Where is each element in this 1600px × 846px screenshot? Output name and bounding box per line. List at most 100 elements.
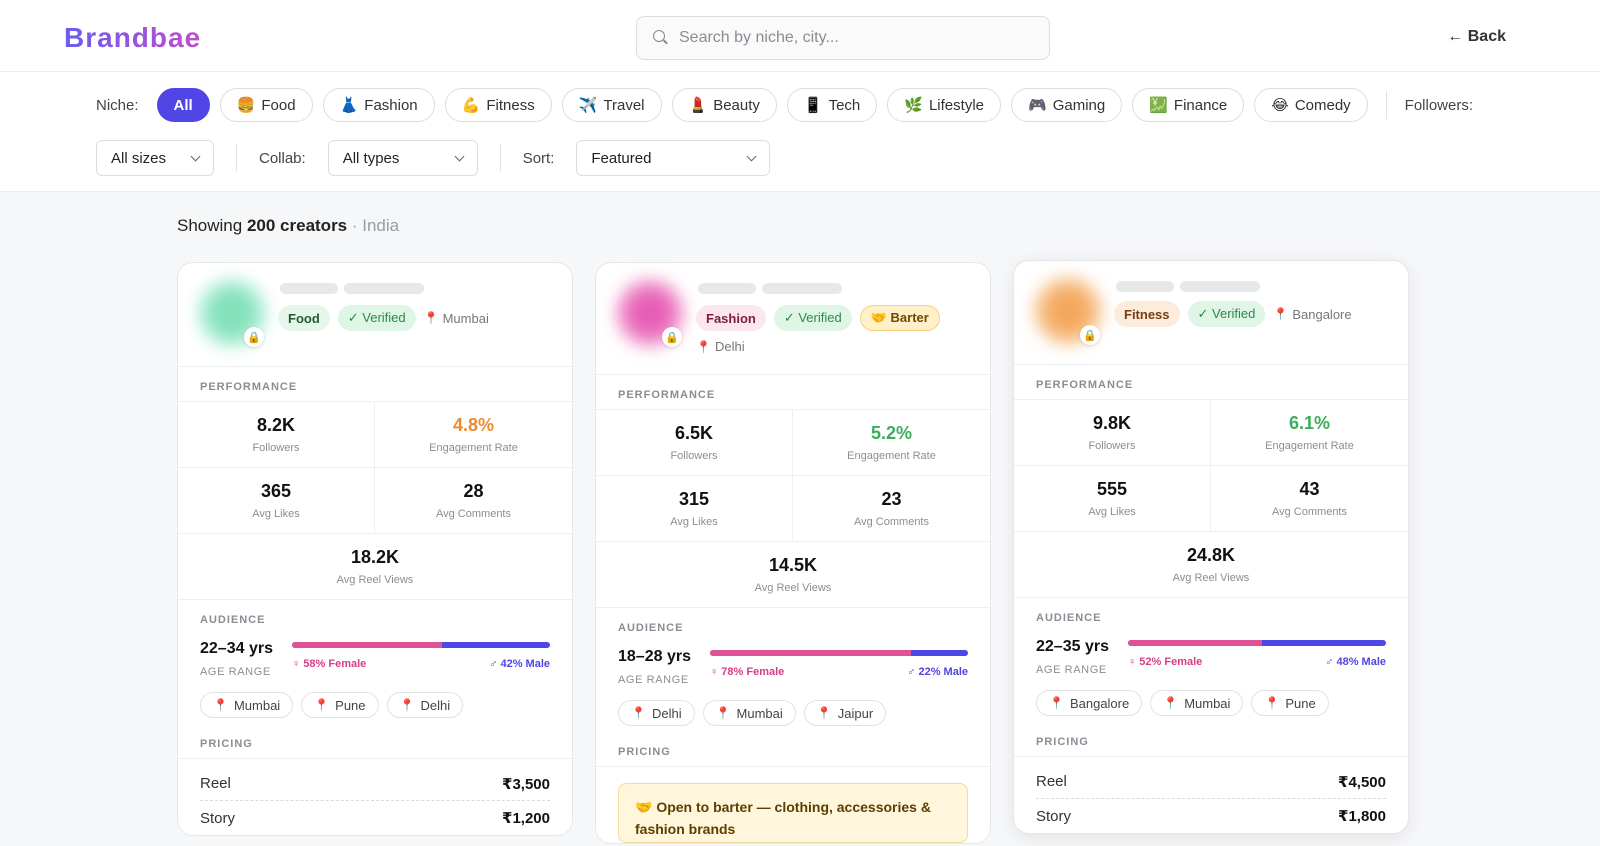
pricing-heading: PRICING [596,724,990,767]
card-tags: Food ✓ Verified 📍 Mumbai [278,305,568,331]
followers-stat: 9.8K Followers [1014,400,1211,466]
pin-icon: 📍 [1273,307,1289,321]
reel-views-stat: 24.8K Avg Reel Views [1014,532,1408,598]
barter-badge: 🤝 Barter [859,305,940,331]
niche-chip-lifestyle[interactable]: 🌿 Lifestyle [887,88,1001,122]
creator-card[interactable]: 🔒 Fashion ✓ Verified 🤝 Barter 📍 Delhi PER… [595,262,991,844]
lock-icon: 🔒 [1080,325,1100,345]
lock-icon: 🔒 [244,327,264,347]
lipstick-icon: 💄 [688,97,708,114]
engagement-stat: 5.2% Engagement Rate [793,410,990,476]
niche-badge: Fitness [1114,301,1180,327]
niche-chip-fitness[interactable]: 💪 Fitness [444,88,552,122]
comments-stat: 28 Avg Comments [375,468,572,534]
followers-label: Followers: [1404,96,1474,114]
pin-icon: 📍 [1264,696,1280,710]
niche-chip-travel[interactable]: ✈️ Travel [561,88,662,122]
sort-select[interactable]: Featured [576,140,771,176]
audience-section: 22–34 yrs AGE RANGE ♀ 58% Female ♂ 42% M… [178,634,572,718]
gender-split-bar [292,642,550,648]
location: 📍 Bangalore [1273,306,1352,322]
back-button[interactable]: ← Back [1447,28,1506,45]
search-input[interactable] [679,29,1039,47]
performance-grid: 8.2K Followers 4.8% Engagement Rate 365 Avg… [178,401,572,600]
size-select[interactable]: All sizes [96,140,214,176]
burger-icon: 🍔 [236,97,256,114]
age-range-label: AGE RANGE [1036,664,1107,676]
secondary-filter-row: All sizes Collab: All types Sort: Featur… [96,140,771,176]
niche-chip-all[interactable]: All [156,88,210,122]
female-share-fill [1128,640,1263,646]
niche-badge: Fashion [696,305,766,331]
pin-icon: 📍 [631,706,646,720]
niche-chip-fashion[interactable]: 👗 Fashion [322,88,435,122]
pin-icon: 📍 [715,706,731,720]
gender-split-bar [710,650,968,656]
likes-stat: 365 Avg Likes [178,468,375,534]
pin-icon: 📍 [1163,696,1179,710]
audience-cities: 📍 Delhi 📍 Mumbai 📍 Jaipur [618,700,887,726]
creator-card[interactable]: 🔒 Fitness ✓ Verified 📍 Bangalore PERFORMA… [1013,260,1409,834]
pin-icon: 📍 [1049,696,1064,710]
chevron-down-icon [190,151,201,161]
divider [499,144,501,172]
name-placeholder [280,283,338,294]
likes-stat: 555 Avg Likes [1014,466,1211,532]
price-story: Story ₹1,200 [200,809,550,828]
niche-chip-finance[interactable]: 💹 Finance [1132,88,1245,122]
performance-heading: PERFORMANCE [618,389,716,401]
audience-heading: AUDIENCE [200,614,266,626]
card-header: 🔒 Fitness ✓ Verified 📍 Bangalore [1014,261,1408,365]
verified-badge: ✓ Verified [773,305,852,331]
pin-icon: 📍 [816,706,832,720]
lock-icon: 🔒 [662,327,682,347]
niche-chip-tech[interactable]: 📱 Tech [786,88,878,122]
female-share-fill [292,642,442,648]
collab-select[interactable]: All types [327,140,478,176]
niche-chip-gaming[interactable]: 🎮 Gaming [1011,88,1123,122]
niche-chip-beauty[interactable]: 💄 Beauty [671,88,777,122]
niche-filter-row: Niche: All 🍔 Food 👗 Fashion 💪 Fitness ✈️ Tra… [96,88,1481,122]
pricing-heading: PRICING [178,716,572,759]
engagement-stat: 4.8% Engagement Rate [375,402,572,468]
price-story: Story ₹1,800 [1036,807,1386,826]
gamepad-icon: 🎮 [1028,97,1047,114]
gender-split-bar [1128,640,1386,646]
chart-icon: 💹 [1149,97,1168,114]
muscle-icon: 💪 [461,97,481,114]
followers-stat: 8.2K Followers [178,402,375,468]
card-tags: Fashion ✓ Verified 🤝 Barter 📍 Delhi [696,305,986,354]
likes-stat: 315 Avg Likes [596,476,793,542]
handle-placeholder [762,283,842,294]
brand-logo[interactable]: Brandbae [64,22,202,53]
performance-grid: 6.5K Followers 5.2% Engagement Rate 315 Avg… [596,409,990,608]
pin-icon: 📍 [696,339,711,354]
search-bar[interactable] [636,16,1050,60]
location: 📍 Mumbai [423,310,489,326]
pin-icon: 📍 [314,698,330,712]
followers-stat: 6.5K Followers [596,410,793,476]
age-range-label: AGE RANGE [200,666,271,678]
age-range-value: 22–34 yrs [200,640,273,657]
pricing-heading: PRICING [1014,714,1408,757]
male-share: ♂ 42% Male [489,658,550,670]
niche-chip-comedy[interactable]: 😂 Comedy [1254,88,1368,122]
age-range-label: AGE RANGE [618,674,689,686]
reel-views-stat: 14.5K Avg Reel Views [596,542,990,608]
name-placeholder [698,283,756,294]
performance-grid: 9.8K Followers 6.1% Engagement Rate 555 Avg… [1014,399,1408,598]
collab-label: Collab: [259,149,306,167]
performance-heading: PERFORMANCE [1036,379,1134,391]
divider [1385,91,1387,119]
pin-icon: 📍 [423,311,439,325]
age-range-value: 18–28 yrs [618,648,691,665]
filter-bar: Niche: All 🍔 Food 👗 Fashion 💪 Fitness ✈️ Tra… [0,72,1600,192]
engagement-stat: 6.1% Engagement Rate [1211,400,1408,466]
pin-icon: 📍 [399,698,415,712]
city-chip: 📍 Delhi [386,692,464,718]
creator-card[interactable]: 🔒 Food ✓ Verified 📍 Mumbai PERFORMANCE 8.… [177,262,573,836]
audience-cities: 📍 Bangalore 📍 Mumbai 📍 Pune [1036,690,1329,716]
divider [236,144,237,172]
dress-icon: 👗 [339,97,359,114]
niche-chip-food[interactable]: 🍔 Food [219,88,313,122]
